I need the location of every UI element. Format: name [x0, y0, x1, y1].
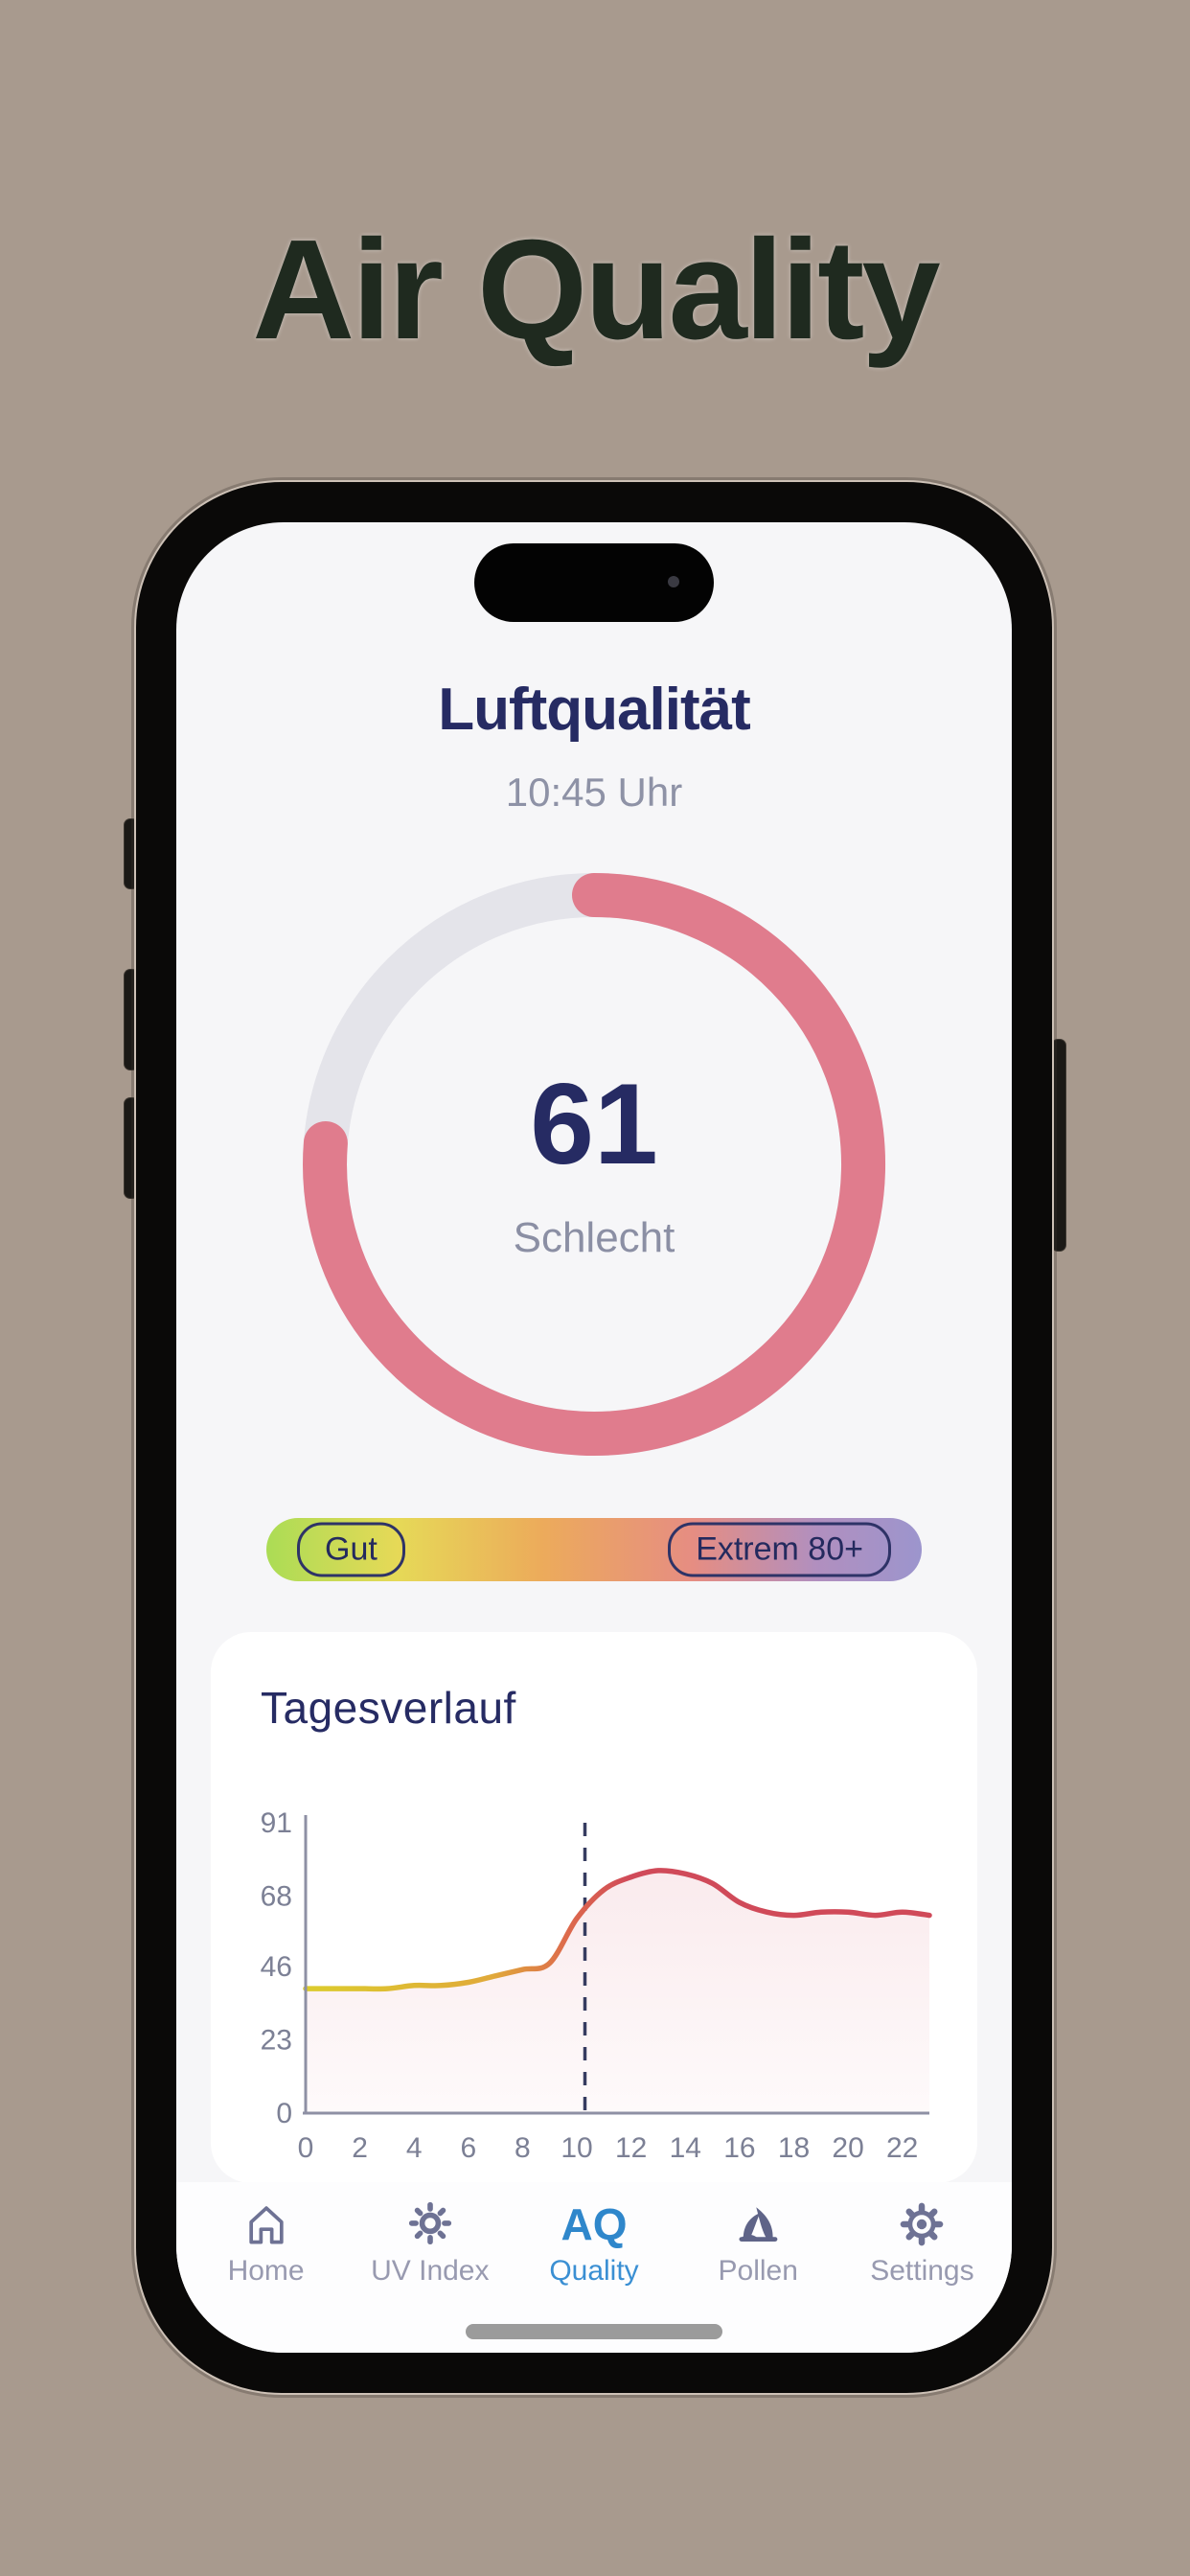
aq-text-icon: AQ [561, 2199, 628, 2249]
aqi-scale-bar: Gut Extrem 80+ [266, 1518, 922, 1581]
svg-text:0: 0 [276, 2098, 292, 2129]
time-label: 10:45 Uhr [505, 770, 683, 815]
volume-up-button [125, 970, 138, 1070]
screen-title: Luftqualität [438, 677, 751, 743]
action-button [125, 819, 138, 888]
scale-max-pill: Extrem 80+ [668, 1522, 891, 1577]
home-icon [240, 2197, 293, 2251]
svg-text:8: 8 [515, 2132, 531, 2164]
tab-settings[interactable]: Settings [840, 2197, 1004, 2288]
chart-card: Tagesverlauf 0 23 46 68 91 0 2 4 6 8 10 12 14 16 18 20 2… [211, 1632, 977, 2183]
camera-icon [668, 576, 679, 587]
tab-label: Quality [549, 2255, 639, 2287]
home-indicator[interactable] [466, 2324, 722, 2339]
tab-uv-index[interactable]: UV Index [348, 2197, 512, 2288]
aqi-value: 61 [530, 1060, 658, 1188]
chart-title: Tagesverlauf [261, 1683, 516, 1733]
svg-text:18: 18 [778, 2132, 810, 2164]
page-title: Air Quality [252, 211, 940, 369]
tab-label: Home [227, 2255, 305, 2287]
scale-min-pill: Gut [297, 1522, 405, 1577]
aqi-status-label: Schlecht [513, 1214, 675, 1261]
tab-label: Settings [870, 2255, 974, 2287]
svg-text:0: 0 [298, 2132, 314, 2164]
svg-text:6: 6 [460, 2132, 476, 2164]
svg-text:10: 10 [561, 2132, 592, 2164]
gear-icon [895, 2197, 949, 2251]
svg-text:68: 68 [261, 1881, 292, 1913]
svg-text:14: 14 [670, 2132, 701, 2164]
svg-text:12: 12 [615, 2132, 647, 2164]
tab-label: Pollen [718, 2255, 798, 2287]
volume-down-button [125, 1098, 138, 1198]
tab-bar: Home [176, 2182, 1012, 2353]
svg-text:46: 46 [261, 1951, 292, 1983]
dynamic-island [474, 543, 714, 622]
svg-text:91: 91 [261, 1807, 292, 1839]
phone-frame: Luftqualität 10:45 Uhr 61 Schlecht Gut E… [136, 482, 1052, 2393]
tab-label: UV Index [371, 2255, 490, 2287]
pollen-icon [731, 2197, 785, 2251]
tab-home[interactable]: Home [184, 2197, 348, 2288]
svg-text:23: 23 [261, 2024, 292, 2056]
aqi-gauge-ring [303, 873, 886, 1456]
svg-text:22: 22 [886, 2132, 918, 2164]
tab-pollen[interactable]: Pollen [676, 2197, 840, 2288]
svg-text:2: 2 [352, 2132, 368, 2164]
sun-icon [403, 2197, 457, 2251]
svg-text:16: 16 [723, 2132, 755, 2164]
power-button [1052, 1040, 1065, 1251]
svg-text:20: 20 [832, 2132, 863, 2164]
tab-aq-quality[interactable]: AQ Quality [512, 2197, 675, 2288]
svg-text:4: 4 [406, 2132, 423, 2164]
phone-screen: Luftqualität 10:45 Uhr 61 Schlecht Gut E… [176, 522, 1012, 2353]
aqi-gauge: 61 Schlecht [297, 867, 891, 1461]
